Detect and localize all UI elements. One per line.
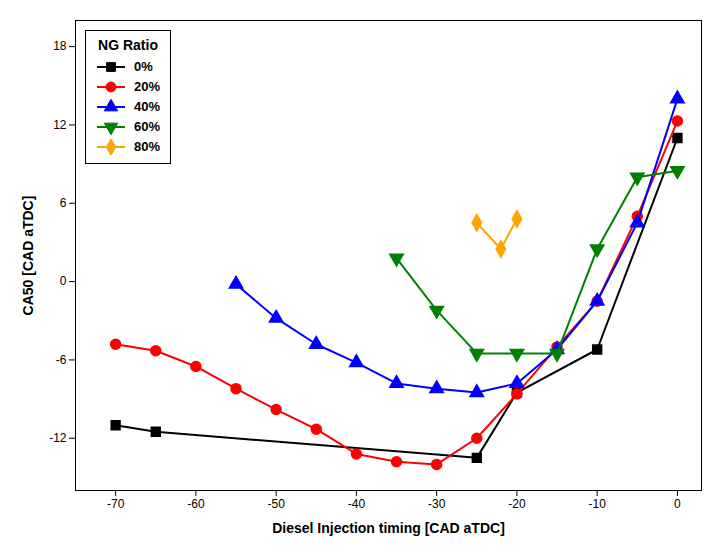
svg-text:-10: -10 xyxy=(588,497,606,511)
html-text:NG Ratio: NG Ratio xyxy=(98,37,158,53)
html-text:20%: 20% xyxy=(134,79,160,94)
svg-text:6: 6 xyxy=(60,196,67,210)
svg-text:-40: -40 xyxy=(348,497,366,511)
svg-text:0: 0 xyxy=(60,274,67,288)
svg-text:-70: -70 xyxy=(107,497,125,511)
svg-text:-30: -30 xyxy=(428,497,446,511)
svg-text:-50: -50 xyxy=(267,497,285,511)
svg-text:-6: -6 xyxy=(56,353,67,367)
html-text:60%: 60% xyxy=(134,119,160,134)
html-text:40%: 40% xyxy=(134,99,160,114)
svg-text:-12: -12 xyxy=(49,431,67,445)
html-text:0%: 0% xyxy=(134,59,153,74)
svg-text:CA50 [CAD aTDC]: CA50 [CAD aTDC] xyxy=(20,196,36,316)
svg-text:-20: -20 xyxy=(508,497,526,511)
html-text:80%: 80% xyxy=(134,139,160,154)
svg-text:0: 0 xyxy=(674,497,681,511)
svg-text:Diesel Injection timing [CAD a: Diesel Injection timing [CAD aTDC] xyxy=(272,520,505,536)
svg-text:18: 18 xyxy=(53,39,67,53)
svg-text:12: 12 xyxy=(53,118,67,132)
svg-text:-60: -60 xyxy=(187,497,205,511)
